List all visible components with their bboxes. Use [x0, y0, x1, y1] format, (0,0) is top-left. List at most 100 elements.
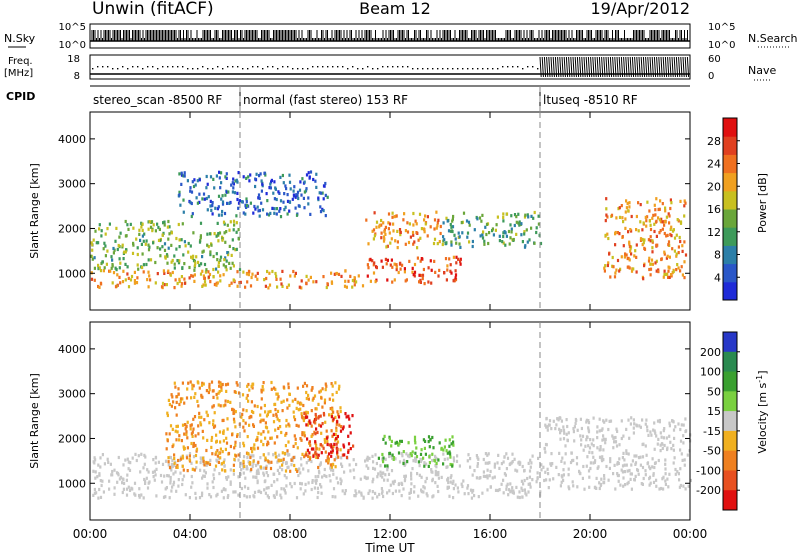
- echo-cell: [254, 177, 257, 181]
- echo-cell: [507, 229, 511, 234]
- echo-cell: [246, 455, 249, 460]
- freq-point: [227, 66, 229, 68]
- echo-cell: [213, 424, 217, 428]
- echo-cell: [486, 468, 489, 472]
- echo-cell: [413, 270, 417, 274]
- echo-cell: [309, 212, 312, 216]
- echo-cell: [473, 228, 476, 232]
- echo-cell: [239, 472, 242, 476]
- echo-cell: [451, 229, 454, 234]
- echo-cell: [407, 240, 411, 245]
- echo-cell: [149, 278, 152, 282]
- echo-cell: [360, 493, 363, 497]
- ltuseq-trace: [614, 56, 617, 78]
- echo-cell: [447, 485, 450, 489]
- echo-cell: [575, 456, 579, 460]
- echo-cell: [227, 190, 230, 194]
- echo-cell: [617, 207, 620, 211]
- echo-cell: [655, 434, 658, 438]
- velocity-colorbar-swatch: [723, 332, 737, 353]
- echo-cell: [420, 257, 423, 261]
- echo-cell: [275, 412, 278, 416]
- echo-cell: [455, 261, 458, 265]
- echo-cell: [294, 397, 297, 401]
- freq-point: [502, 66, 504, 68]
- echo-cell: [410, 471, 413, 475]
- echo-cell: [687, 484, 690, 488]
- echo-cell: [587, 469, 591, 473]
- echo-cell: [223, 222, 226, 226]
- echo-cell: [305, 281, 308, 285]
- echo-cell: [224, 469, 227, 473]
- echo-cell: [428, 455, 431, 459]
- echo-cell: [583, 487, 586, 491]
- echo-cell: [438, 268, 441, 272]
- echo-cell: [319, 389, 322, 393]
- echo-cell: [343, 491, 347, 495]
- echo-cell: [637, 472, 640, 476]
- echo-cell: [627, 452, 630, 456]
- power-colorbar-swatch: [723, 245, 737, 265]
- echo-cell: [423, 218, 426, 222]
- echo-cell: [136, 263, 139, 267]
- echo-cell: [452, 255, 455, 259]
- echo-cell: [318, 423, 321, 427]
- echo-cell: [653, 447, 656, 451]
- echo-cell: [260, 179, 263, 183]
- echo-cell: [182, 174, 185, 178]
- echo-cell: [220, 197, 223, 201]
- echo-cell: [579, 434, 582, 438]
- echo-cell: [409, 490, 412, 494]
- echo-cell: [546, 428, 549, 432]
- echo-cell: [430, 281, 433, 285]
- echo-cell: [335, 422, 338, 426]
- echo-cell: [679, 439, 683, 443]
- echo-cell: [163, 271, 166, 275]
- echo-cell: [649, 273, 652, 277]
- echo-cell: [322, 446, 325, 450]
- echo-cell: [658, 218, 661, 222]
- echo-cell: [315, 481, 318, 485]
- echo-cell: [669, 227, 672, 231]
- echo-cell: [310, 388, 313, 392]
- echo-cell: [449, 452, 452, 456]
- echo-cell: [403, 460, 406, 464]
- echo-cell: [334, 381, 337, 385]
- echo-cell: [403, 270, 406, 274]
- echo-cell: [118, 266, 121, 270]
- echo-cell: [181, 222, 184, 226]
- echo-cell: [344, 279, 347, 283]
- echo-cell: [559, 431, 562, 435]
- echo-cell: [485, 222, 489, 226]
- echo-cell: [253, 447, 256, 451]
- echo-cell: [683, 204, 686, 208]
- echo-cell: [179, 400, 182, 404]
- echo-cell: [420, 475, 423, 479]
- echo-cell: [654, 261, 657, 265]
- echo-cell: [648, 465, 651, 469]
- echo-cell: [525, 228, 528, 232]
- echo-cell: [665, 272, 668, 277]
- echo-cell: [246, 435, 249, 439]
- echo-cell: [434, 454, 437, 458]
- echo-cell: [104, 232, 107, 236]
- echo-cell: [265, 466, 268, 470]
- echo-cell: [667, 275, 670, 279]
- echo-cell: [414, 441, 417, 445]
- echo-cell: [366, 458, 369, 462]
- echo-cell: [232, 177, 235, 181]
- echo-cell: [671, 419, 674, 423]
- freq-point: [452, 68, 454, 70]
- echo-cell: [465, 219, 469, 223]
- echo-cell: [142, 466, 145, 470]
- echo-cell: [180, 238, 183, 242]
- velocity-ylabel: Slant Range [km]: [28, 373, 41, 469]
- echo-cell: [653, 222, 656, 226]
- echo-cell: [619, 267, 622, 271]
- echo-cell: [264, 456, 267, 460]
- echo-cell: [627, 209, 630, 213]
- echo-cell: [183, 171, 186, 175]
- echo-cell: [99, 456, 102, 460]
